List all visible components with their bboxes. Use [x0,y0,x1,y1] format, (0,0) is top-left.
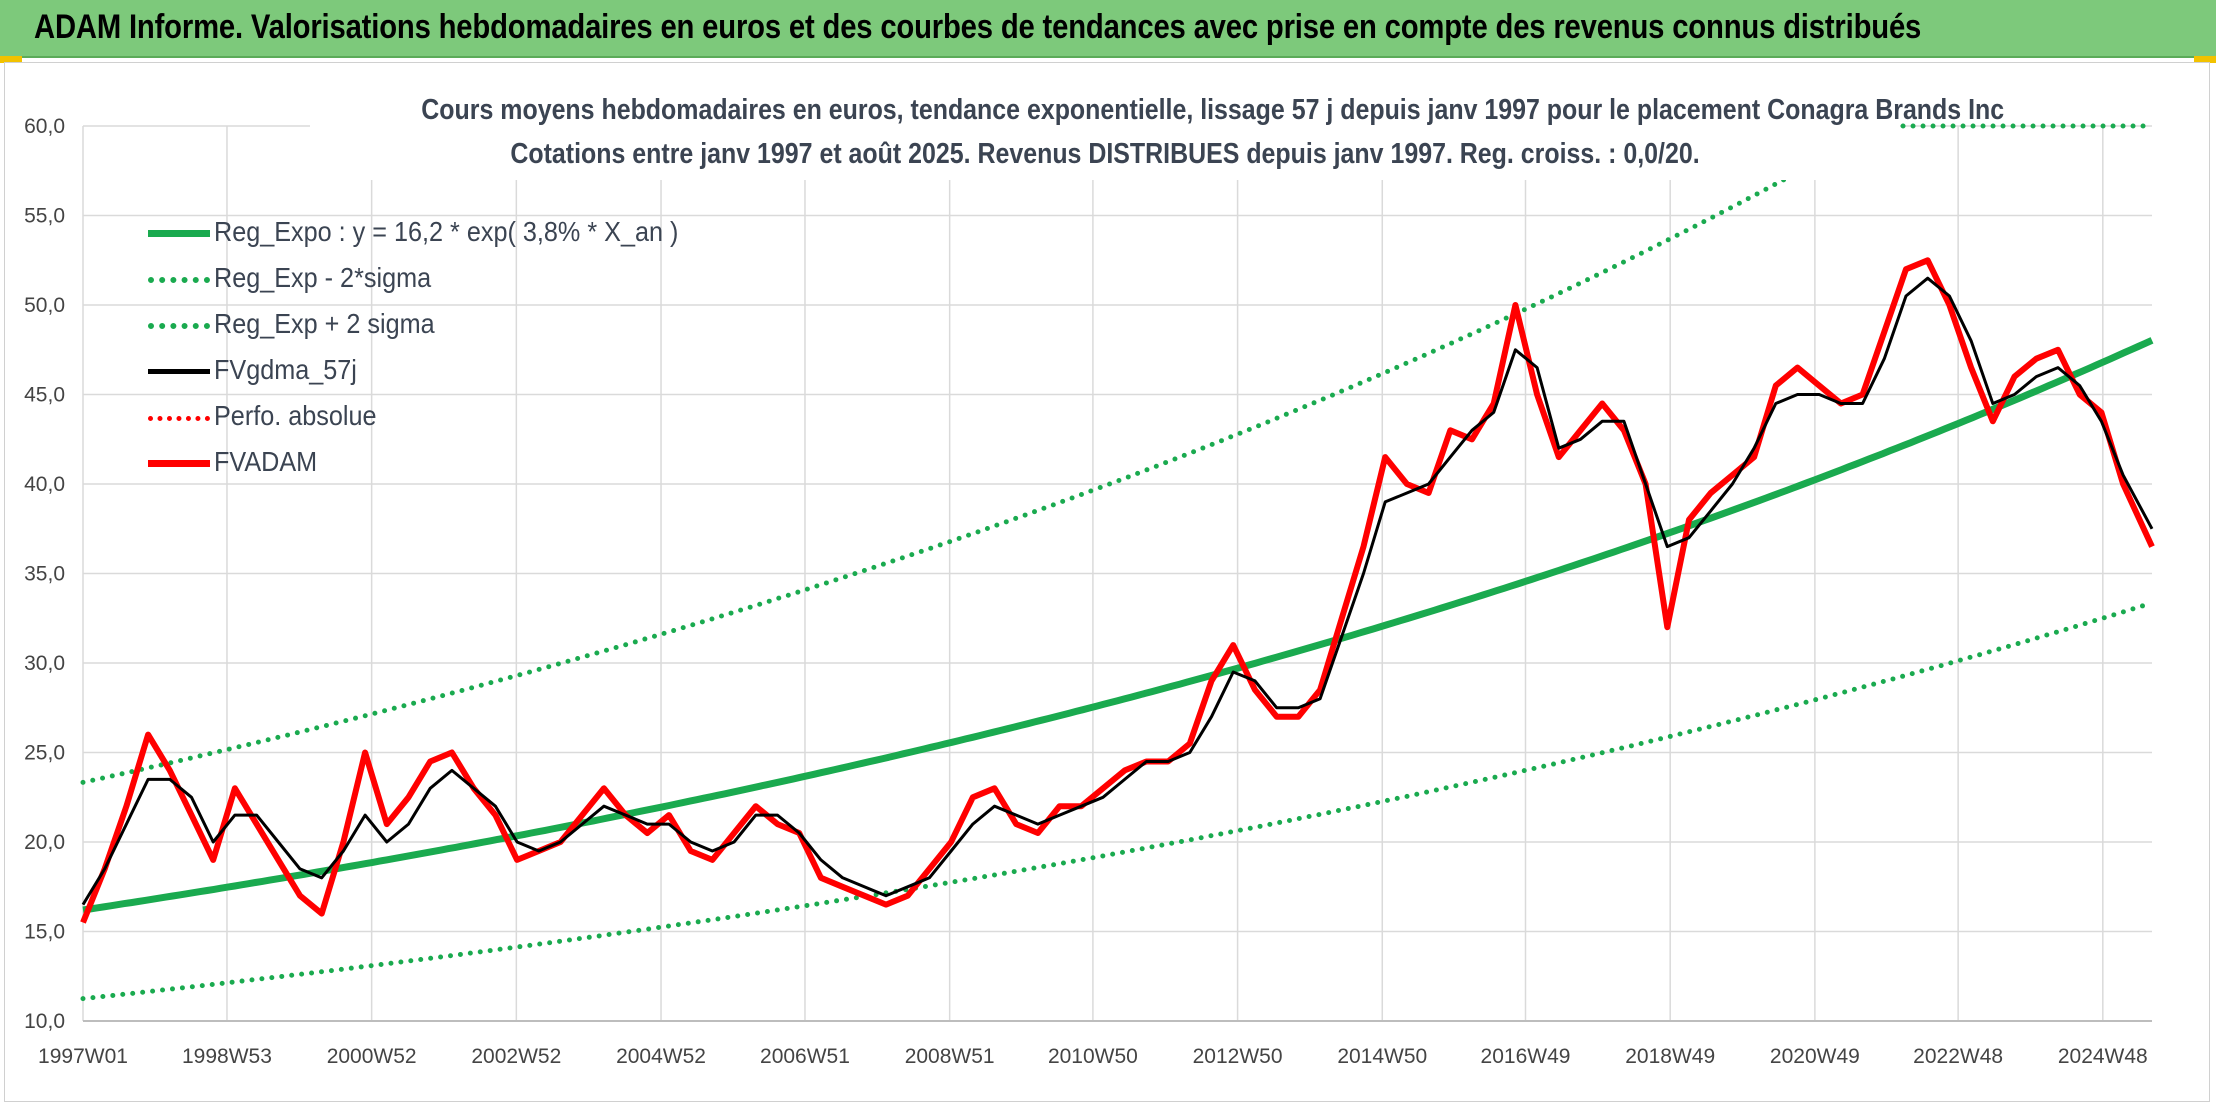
y-tick-label: 55,0 [24,205,65,228]
x-tick-label: 1997W01 [38,1045,128,1068]
y-tick-label: 40,0 [24,473,65,496]
fvadam-line [80,257,2155,924]
y-tick-label: 25,0 [24,742,65,765]
x-tick-label: 2002W52 [471,1045,561,1068]
y-tick-label: 60,0 [24,115,65,138]
y-tick-label: 20,0 [24,831,65,854]
x-tick-label: 2008W51 [905,1045,995,1068]
report-banner: ADAM Informe. Valorisations hebdomadaire… [0,0,2216,58]
y-tick-label: 50,0 [24,294,65,317]
legend-item-reg-expo: Reg_Expo : y = 16,2 * exp( 3,8% * X_an ) [140,214,730,254]
y-tick-label: 35,0 [24,563,65,586]
legend-item-reg-minus: Reg_Exp - 2*sigma [140,260,730,300]
chart-title-box: Cours moyens hebdomadaires en euros, ten… [310,88,2005,180]
x-axis-ticks: 1997W01 1998W53 2000W52 2002W52 2004W52 2006W… [38,1045,2148,1068]
legend-label-reg-expo: Reg_Expo : y = 16,2 * exp( 3,8% * X_an ) [214,216,679,247]
x-tick-label: 2016W49 [1481,1045,1571,1068]
y-tick-label: 10,0 [24,1010,65,1033]
y-tick-label: 15,0 [24,921,65,944]
legend-swatch-reg-minus [148,277,210,283]
chart-grid [82,125,2152,1022]
x-tick-label: 2020W49 [1770,1045,1860,1068]
x-tick-label: 2018W49 [1625,1045,1715,1068]
legend-label-fvadam: FVADAM [214,446,318,477]
legend-item-fvgdma: FVgdma_57j [140,352,730,392]
x-tick-label: 2006W51 [760,1045,850,1068]
reg-minus-2sigma-line [80,600,2155,1002]
x-tick-label: 2012W50 [1193,1045,1283,1068]
legend-item-perfo: Perfo. absolue [140,398,730,438]
legend-swatch-fvadam [148,460,210,467]
fvgdma-57j-line [81,276,2154,906]
banner-corner-right [2194,56,2216,63]
chart-lines [80,123,2155,1002]
legend-label-perfo: Perfo. absolue [214,400,377,431]
chart-title: Cours moyens hebdomadaires en euros, ten… [421,94,2005,126]
reg-expo-line [82,337,2154,914]
y-axis-ticks: 10,0 15,0 20,0 25,0 30,0 35,0 40,0 45,0 50,0 55,0… [24,115,65,1033]
banner-title: ADAM Informe. Valorisations hebdomadaire… [34,8,1922,46]
legend-item-fvadam: FVADAM [140,444,730,484]
legend-label-fvgdma: FVgdma_57j [214,354,357,385]
legend-swatch-perfo [148,416,210,421]
chart-legend: Reg_Expo : y = 16,2 * exp( 3,8% * X_an )… [140,214,730,490]
legend-item-reg-plus: Reg_Exp + 2 sigma [140,306,730,346]
y-tick-label: 45,0 [24,384,65,407]
legend-swatch-reg-plus [148,323,210,329]
x-tick-label: 2014W50 [1337,1045,1427,1068]
legend-swatch-fvgdma [148,369,210,374]
legend-label-reg-plus: Reg_Exp + 2 sigma [214,308,435,339]
x-tick-label: 2004W52 [616,1045,706,1068]
chart-frame [4,62,2210,1102]
x-tick-label: 2022W48 [1913,1045,2003,1068]
banner-corner-left [0,56,22,63]
legend-swatch-reg-expo [148,230,210,237]
x-tick-label: 1998W53 [182,1045,272,1068]
x-tick-label: 2024W48 [2058,1045,2148,1068]
x-tick-label: 2010W50 [1048,1045,1138,1068]
chart-subtitle: Cotations entre janv 1997 et août 2025. … [510,138,1700,170]
reg-plus-2sigma-line [80,126,1879,785]
x-tick-label: 2000W52 [327,1045,417,1068]
y-tick-label: 30,0 [24,652,65,675]
legend-label-reg-minus: Reg_Exp - 2*sigma [214,262,432,293]
